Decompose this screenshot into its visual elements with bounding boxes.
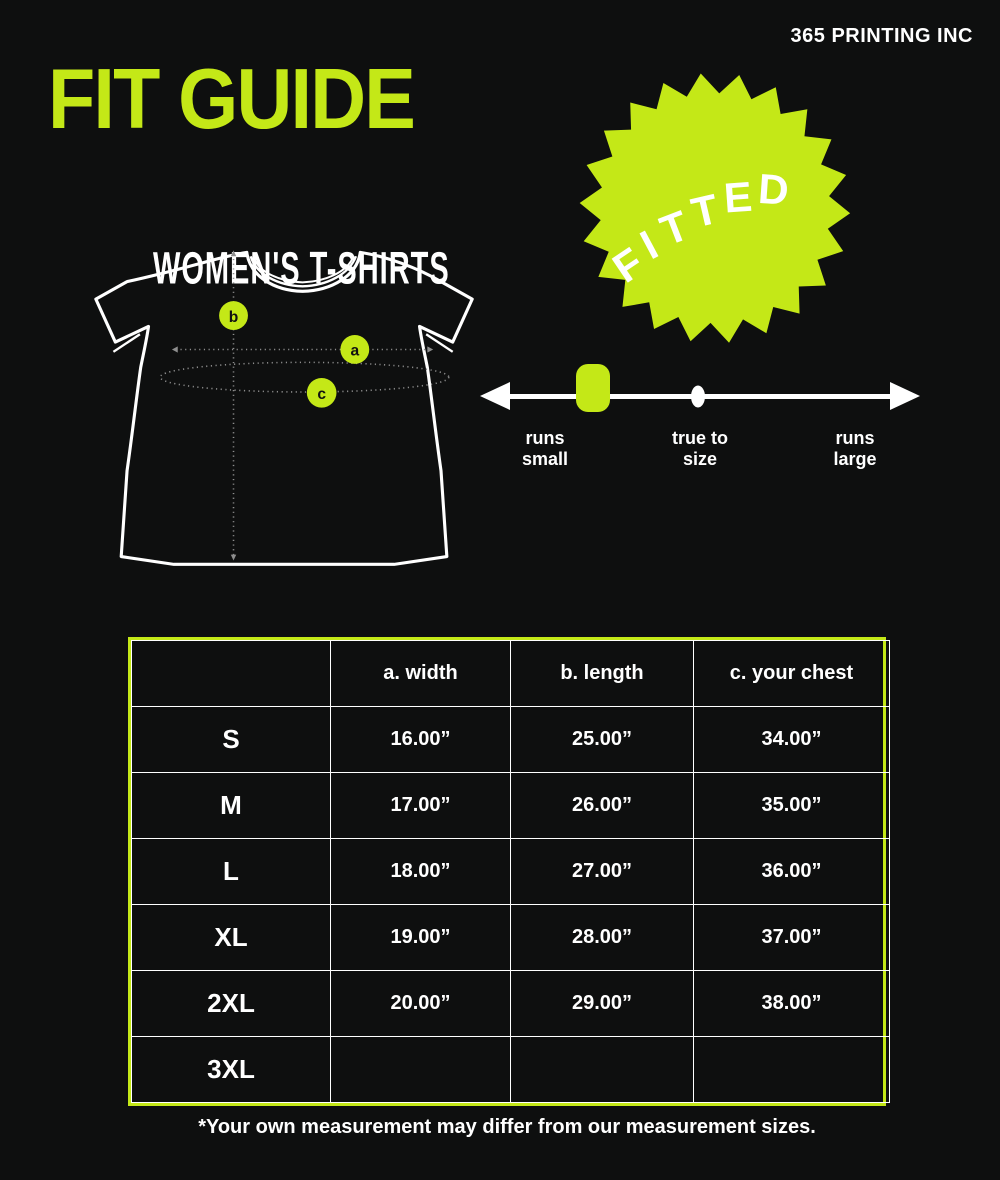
svg-text:b: b: [229, 309, 239, 326]
svg-text:365 PRINTING INC: 365 PRINTING INC: [791, 25, 973, 47]
svg-text:a: a: [350, 343, 359, 360]
svg-text:FIT GUIDE: FIT GUIDE: [48, 52, 414, 147]
svg-text:c: c: [317, 386, 326, 403]
